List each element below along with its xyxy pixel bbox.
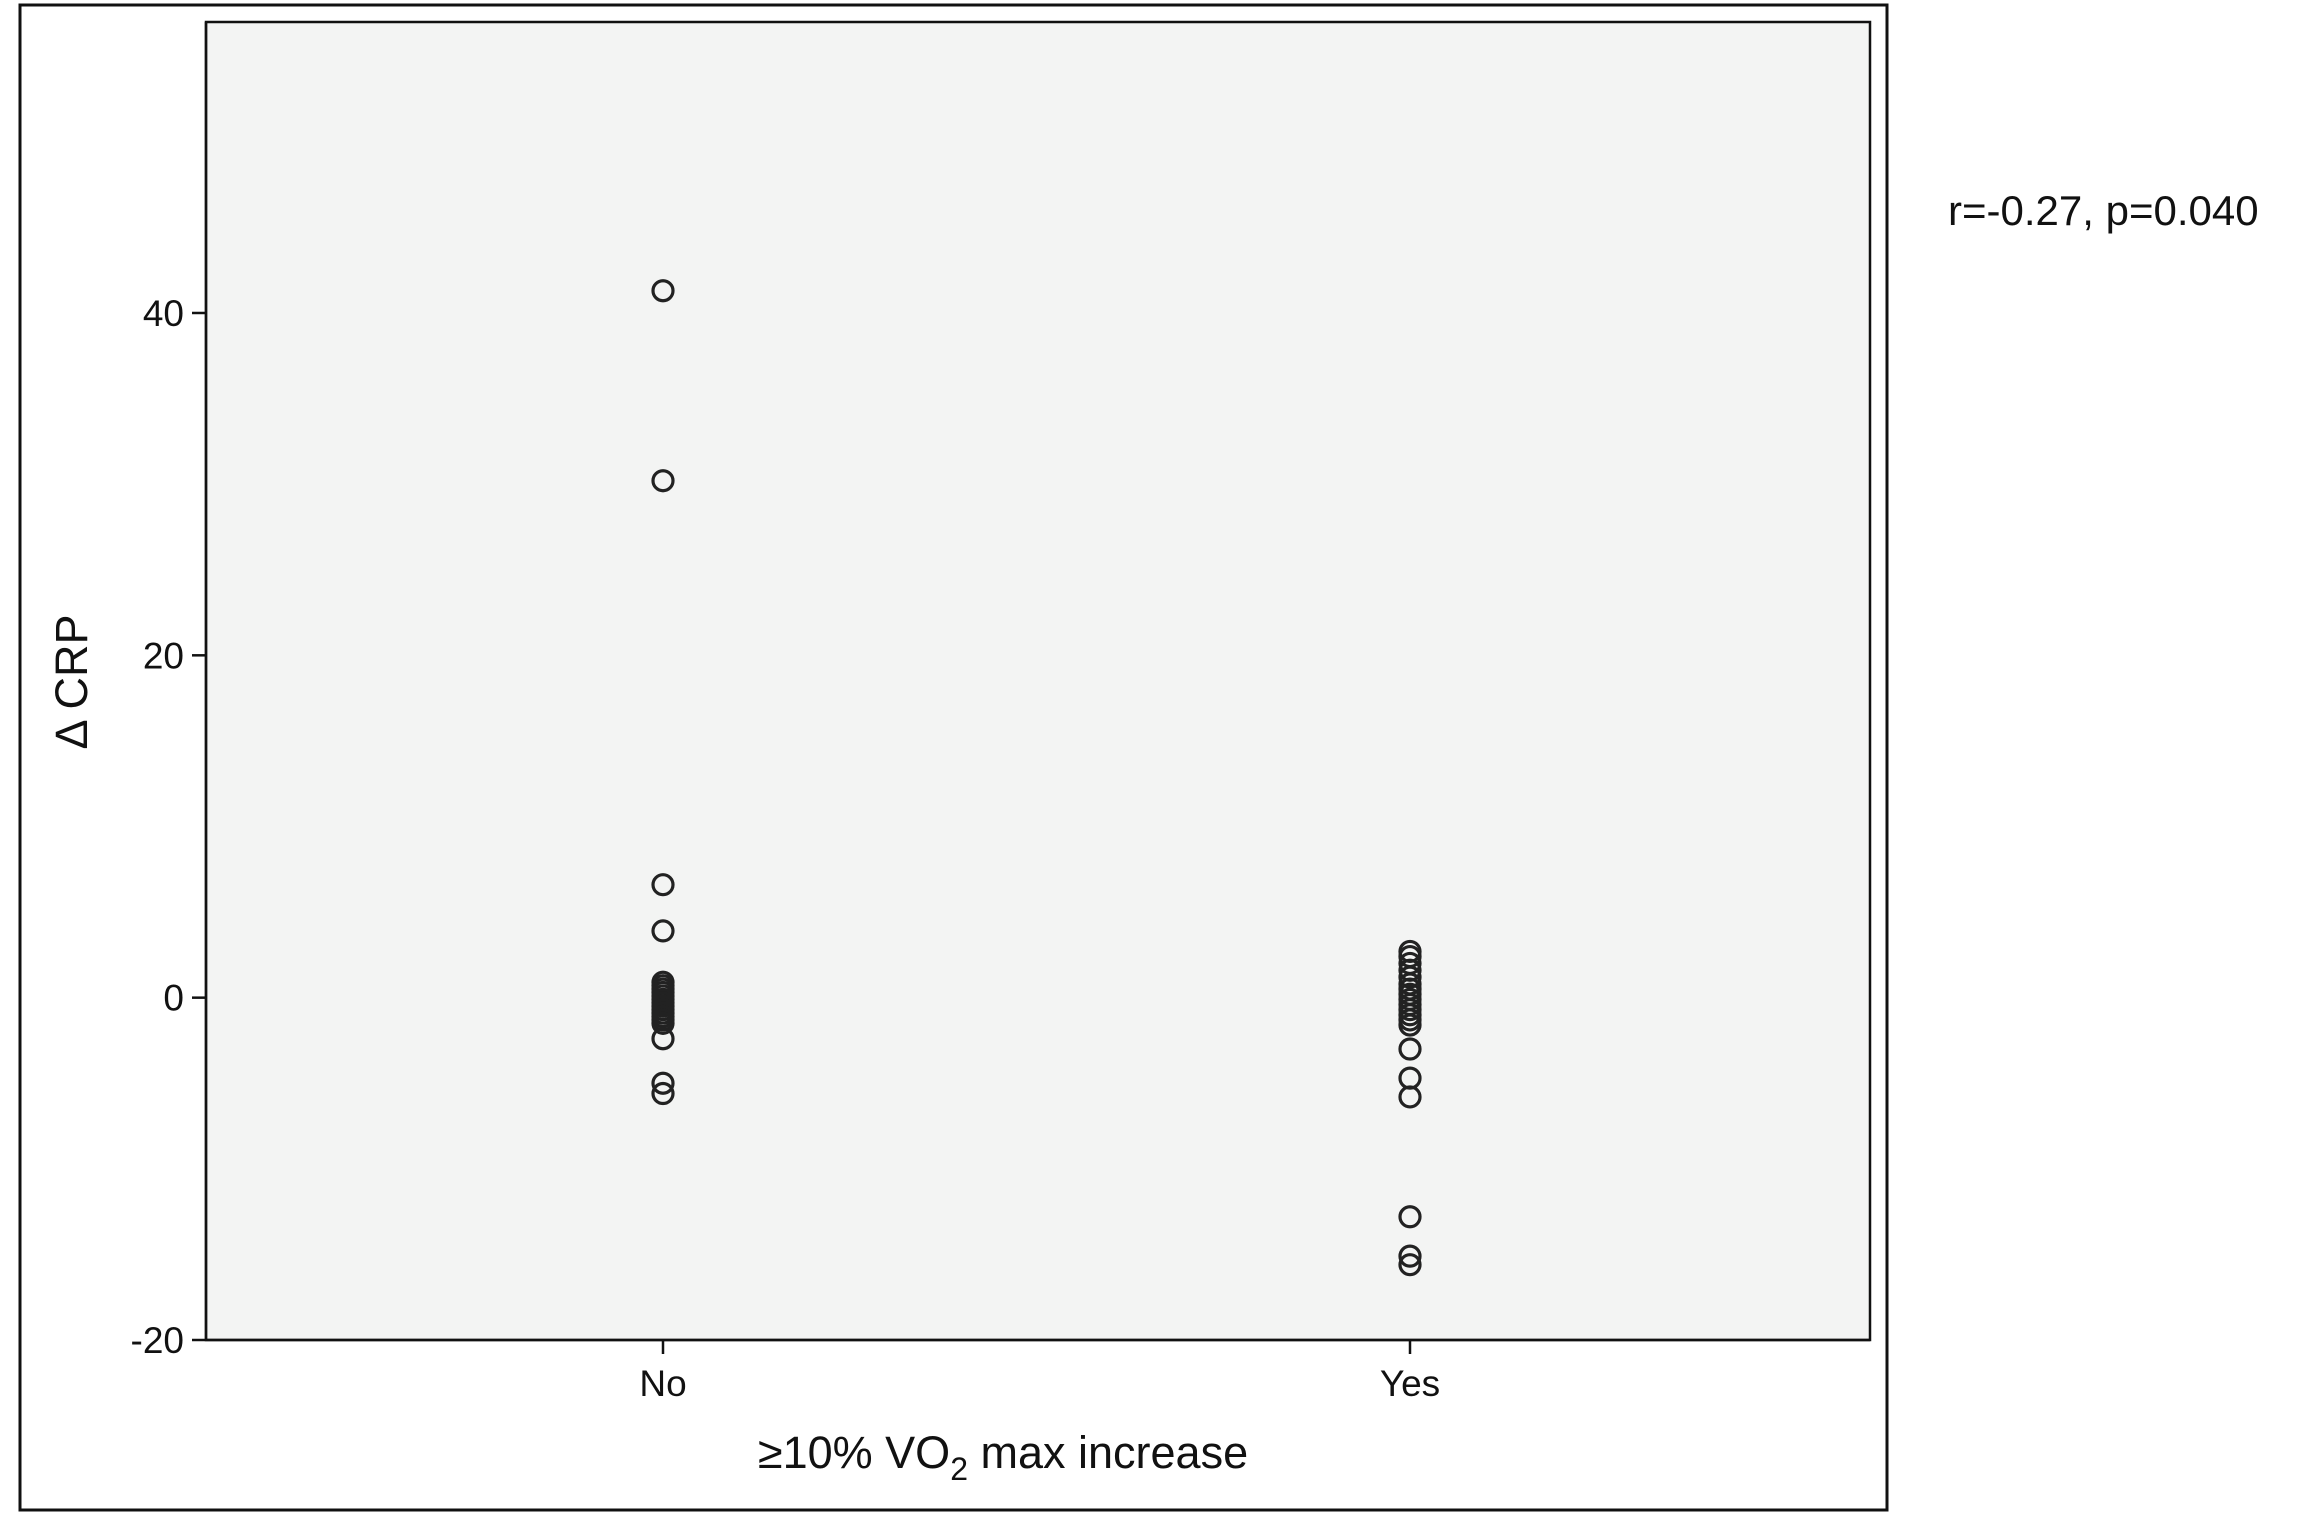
- y-tick-label: 20: [143, 635, 184, 676]
- data-point: [1398, 1205, 1422, 1229]
- data-point: [651, 469, 675, 493]
- y-tick-label: -20: [131, 1320, 184, 1361]
- x-axis-title-main: ≥10% VO: [758, 1427, 950, 1478]
- y-axis-ticks: -20 0 20 40: [131, 293, 206, 1361]
- data-point: [1398, 1013, 1422, 1037]
- data-points: [651, 279, 1422, 1277]
- data-point: [651, 1011, 675, 1035]
- x-tick-label: No: [639, 1363, 686, 1404]
- y-axis-title: Δ CRP: [46, 614, 97, 749]
- data-point: [651, 279, 675, 303]
- data-point: [1398, 1085, 1422, 1109]
- data-point: [651, 1081, 675, 1106]
- data-point: [1398, 1244, 1422, 1268]
- x-axis-title: ≥10% VO2 max increase: [758, 1427, 1248, 1487]
- data-point: [651, 1027, 675, 1051]
- data-point: [651, 919, 675, 943]
- data-point: [1398, 1253, 1422, 1277]
- data-point: [651, 873, 675, 897]
- data-point: [1398, 965, 1422, 989]
- x-axis-ticks: No Yes: [639, 1340, 1440, 1404]
- y-tick-label: 40: [143, 293, 184, 334]
- x-tick-label: Yes: [1380, 1363, 1440, 1404]
- x-axis-title-rest: max increase: [968, 1427, 1248, 1478]
- data-point: [1398, 1037, 1422, 1061]
- x-axis-title-subscript: 2: [950, 1451, 968, 1487]
- plot-area: [204, 20, 1872, 1342]
- y-tick-label: 0: [163, 978, 184, 1019]
- data-point: [651, 1071, 675, 1095]
- correlation-annotation: r=-0.27, p=0.040: [1948, 187, 2259, 234]
